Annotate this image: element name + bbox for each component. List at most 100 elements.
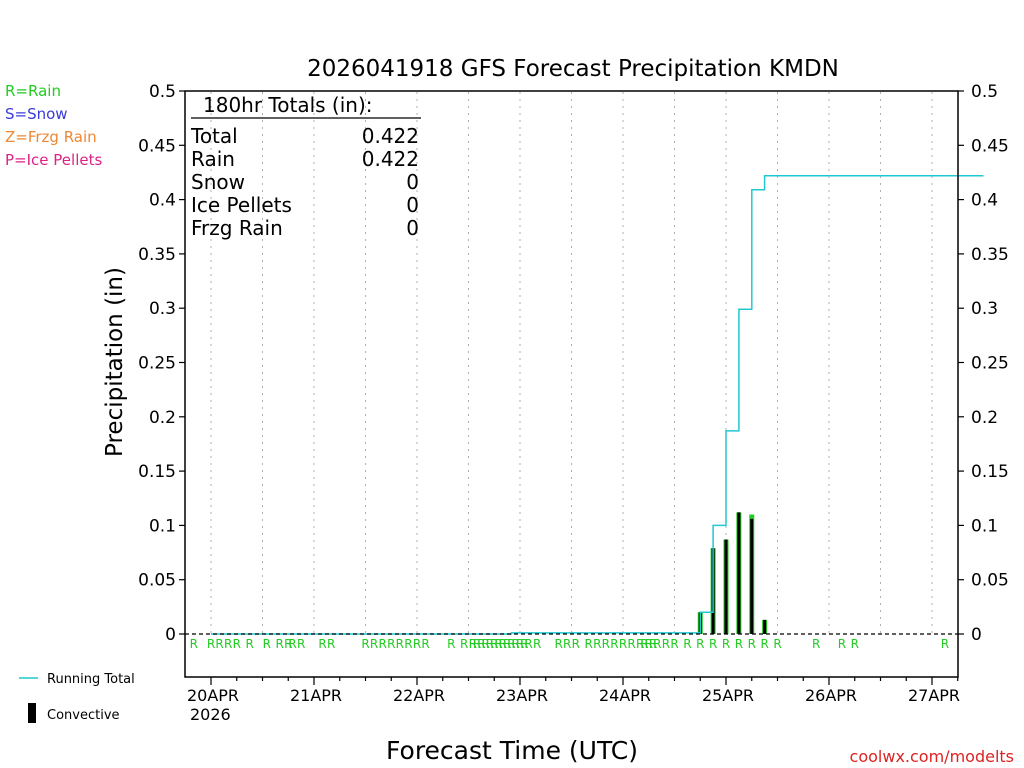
convective-swatch [28,703,36,723]
ptype-marker-r: R [533,637,541,651]
ptype-marker-r: R [773,637,781,651]
y-tick-label: 0.45 [138,136,176,156]
convective-bar [737,512,741,634]
ptype-marker-r: R [215,637,223,651]
ptype-marker-r: R [396,637,404,651]
x-tick-label: 23APR [496,686,548,705]
ptype-marker-r: R [486,637,494,651]
x-tick-label: 21APR [290,686,342,705]
convective-bar [724,539,728,634]
ptype-marker-r: R [224,637,232,651]
ptype-marker-r: R [404,637,412,651]
ptype-marker-r: R [275,637,283,651]
x-tick-label: 24APR [599,686,651,705]
ptype-marker-r: R [735,637,743,651]
ptype-legend-item: R=Rain [5,82,61,100]
ptype-marker-r: R [524,637,532,651]
ptype-marker-r: R [387,637,395,651]
ptype-marker-r: R [670,637,678,651]
ptype-marker-r: R [190,637,198,651]
ptype-marker-r: R [563,637,571,651]
ptype-marker-r: R [413,637,421,651]
ptype-marker-r: R [709,637,717,651]
y-tick-label-right: 0.4 [971,191,998,211]
ptype-marker-r: R [507,637,515,651]
y-tick-label: 0.5 [149,82,176,102]
y-tick-label: 0.25 [138,354,176,374]
y-tick-label: 0.35 [138,245,176,265]
y-tick-label-right: 0.5 [971,82,998,102]
totals-row-label: Ice Pellets [191,193,292,217]
chart-title: 2026041918 GFS Forecast Precipitation KM… [307,56,839,82]
ptype-marker-r: R [636,637,644,651]
ptype-marker-r: R [473,637,481,651]
ptype-legend-item: S=Snow [5,105,68,123]
y-tick-label-right: 0.1 [971,516,998,536]
ptype-marker-r: R [327,637,335,651]
y-tick-label-right: 0.25 [971,354,1009,374]
ptype-marker-r: R [584,637,592,651]
ptype-marker-r: R [477,637,485,651]
ptype-marker-r: R [421,637,429,651]
running-total-legend-label: Running Total [47,672,135,687]
y-tick-label: 0.1 [149,516,176,536]
ptype-marker-r: R [245,637,253,651]
ptype-marker-r: R [593,637,601,651]
totals-row-label: Snow [191,170,245,194]
ptype-marker-r: R [610,637,618,651]
ptype-marker-r: R [722,637,730,651]
ptype-marker-r: R [469,637,477,651]
ptype-marker-r: R [284,637,292,651]
totals-row-label: Total [190,124,238,148]
y-tick-label-right: 0.15 [971,462,1009,482]
y-axis-label: Precipitation (in) [102,267,128,457]
ptype-marker-r: R [760,637,768,651]
ptype-marker-r: R [627,637,635,651]
ptype-marker-r: R [649,637,657,651]
ptype-marker-r: R [696,637,704,651]
right-y-ticks: 0 0.05 0.1 0.15 0.2 0.25 0.3 0.35 0.4 0.45 0.5 [958,82,1009,645]
ptype-marker-r: R [263,637,271,651]
ptype-legend: R=Rain S=Snow Z=Frzg Rain P=Ice Pellets [5,82,102,169]
y-tick-label-right: 0.05 [971,571,1009,591]
totals-row-label: Frzg Rain [191,216,283,240]
ptype-marker-r: R [503,637,511,651]
y-tick-label-right: 0.45 [971,136,1009,156]
ptype-legend-item: P=Ice Pellets [5,151,102,169]
ptype-marker-r: R [460,637,468,651]
y-tick-label: 0.05 [138,571,176,591]
x-tick-label: 27APR [908,686,960,705]
ptype-marker-r: R [512,637,520,651]
convective-bar [763,619,767,634]
ptype-marker-r: R [554,637,562,651]
ptype-marker-r: R [378,637,386,651]
ptype-marker-r: R [520,637,528,651]
x-ticks: 20APR 21APR 22APR 23APR 24APR 25APR 26APR 27APR [187,677,960,705]
ptype-marker-r: R [361,637,369,651]
series-legend: Running Total Convective [19,672,135,723]
left-y-ticks: 0 0.05 0.1 0.15 0.2 0.25 0.3 0.35 0.4 0.45 0.5 [138,82,185,645]
ptype-marker-r: R [233,637,241,651]
totals-box: 180hr Totals (in): Total 0.422 Rain 0.422 Sn… [190,93,421,240]
x-tick-label: 25APR [702,686,754,705]
x-tick-label: 26APR [805,686,857,705]
ptype-marker-r: R [683,637,691,651]
ptype-marker-r: R [481,637,489,651]
ptype-marker-r: R [207,637,215,651]
credit-text: coolwx.com/modelts [850,747,1014,766]
x-tick-label: 22APR [393,686,445,705]
ptype-marker-r: R [494,637,502,651]
ptype-marker-r: R [288,637,296,651]
totals-row-value: 0 [406,216,419,240]
ptype-marker-r: R [941,637,949,651]
convective-bar [750,518,754,634]
y-tick-label: 0.3 [149,299,176,319]
convective-legend-label: Convective [47,708,120,723]
ptype-marker-r: R [572,637,580,651]
ptype-marker-r: R [490,637,498,651]
ptype-marker-r: R [653,637,661,651]
y-tick-label-right: 0 [971,625,982,645]
ptype-marker-r: R [447,637,455,651]
